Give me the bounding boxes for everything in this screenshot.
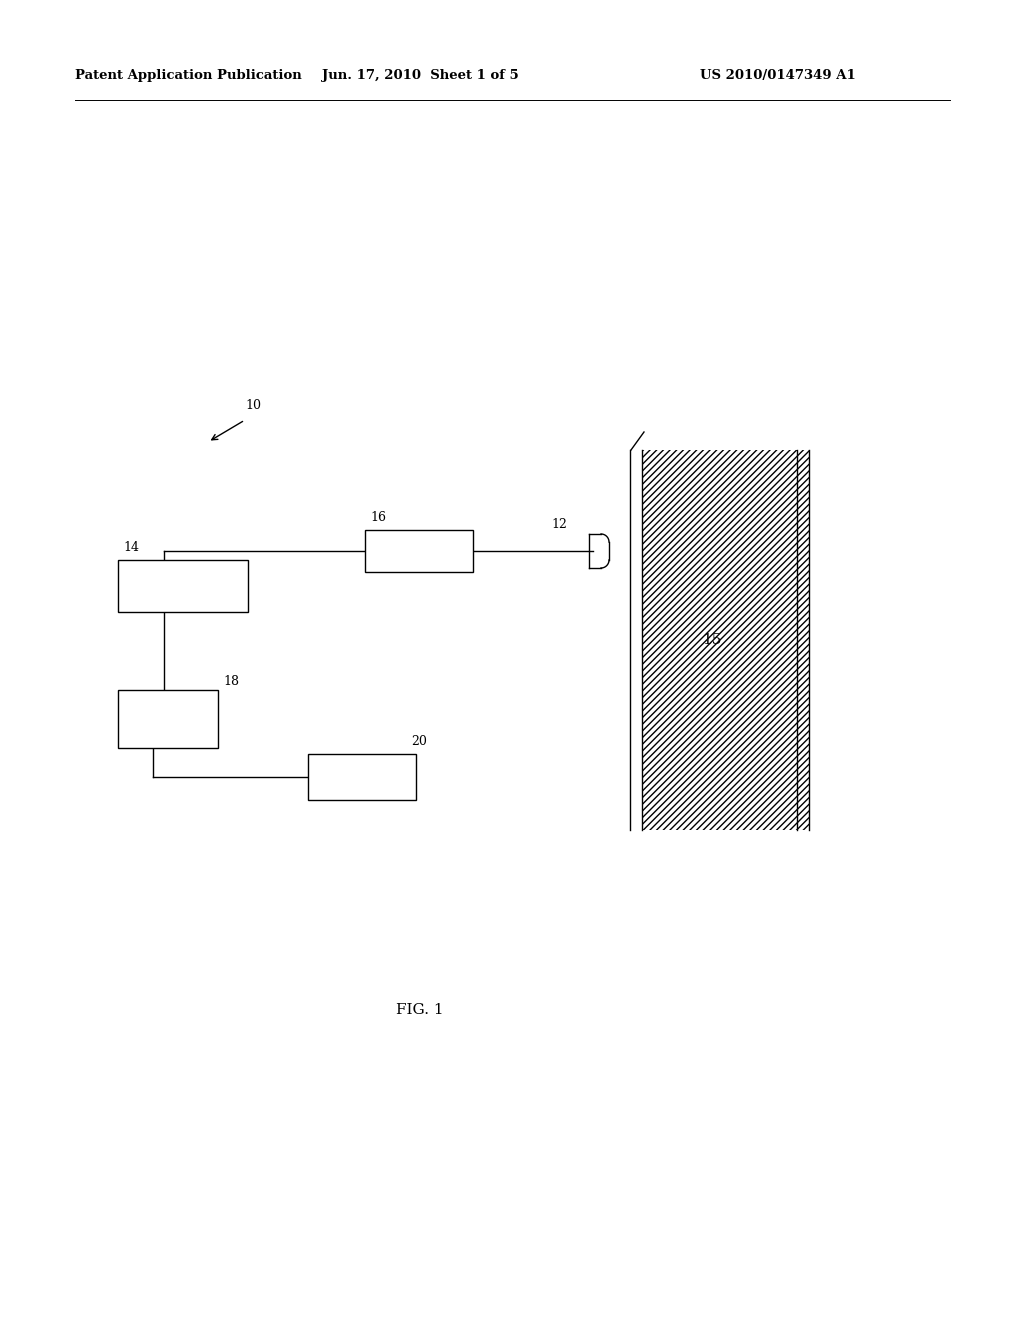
Text: 15: 15 — [702, 634, 722, 647]
Text: Patent Application Publication: Patent Application Publication — [75, 69, 302, 82]
Text: 14: 14 — [123, 541, 139, 554]
Text: US 2010/0147349 A1: US 2010/0147349 A1 — [700, 69, 856, 82]
Text: 16: 16 — [370, 511, 386, 524]
Bar — [118, 560, 248, 612]
Text: FIG. 1: FIG. 1 — [396, 1003, 443, 1016]
Bar — [365, 531, 473, 572]
Text: 12: 12 — [551, 517, 567, 531]
Text: Jun. 17, 2010  Sheet 1 of 5: Jun. 17, 2010 Sheet 1 of 5 — [322, 69, 518, 82]
Bar — [642, 450, 809, 830]
Bar — [308, 754, 416, 800]
Bar — [118, 690, 218, 748]
Text: 18: 18 — [223, 675, 239, 688]
Text: 10: 10 — [245, 399, 261, 412]
Text: 20: 20 — [411, 735, 427, 748]
